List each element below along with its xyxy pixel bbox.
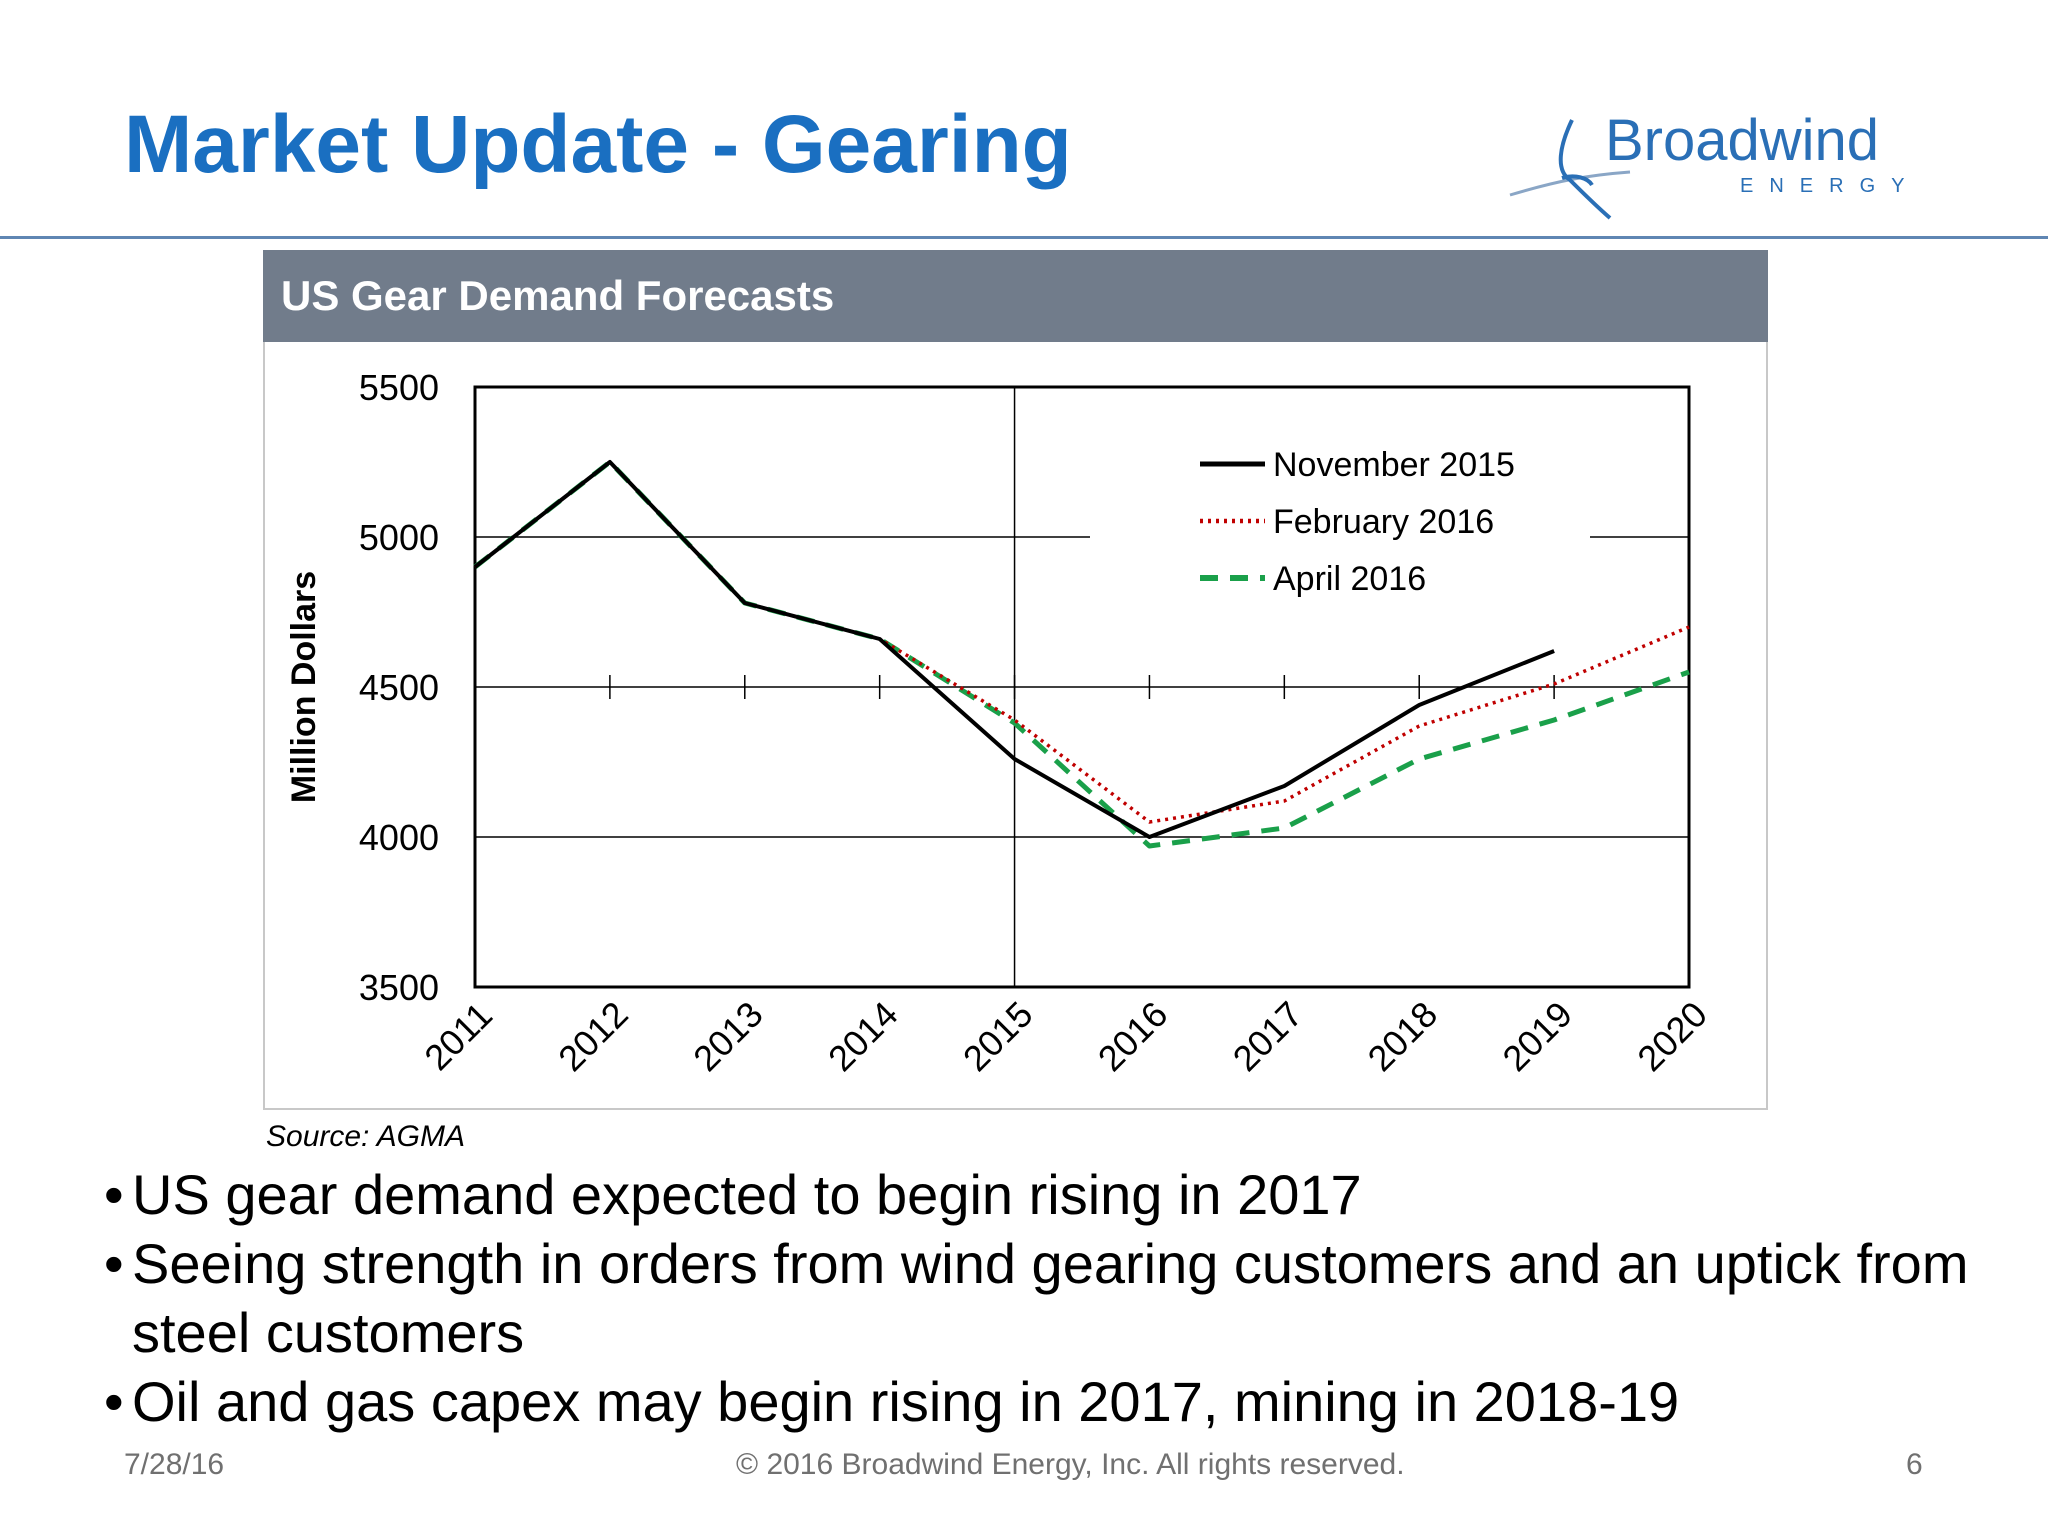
- legend-label: November 2015: [1273, 446, 1515, 484]
- x-tick-label: 2012: [550, 993, 636, 1079]
- bullet-item: • Seeing strength in orders from wind ge…: [104, 1229, 2004, 1367]
- bullet-dot-icon: •: [104, 1370, 124, 1433]
- x-tick-label: 2015: [955, 993, 1041, 1079]
- bullet-text: US gear demand expected to begin rising …: [132, 1163, 1362, 1226]
- source-note: Source: AGMA: [266, 1120, 465, 1153]
- x-tick-label: 2019: [1494, 993, 1580, 1079]
- footer-date: 7/28/16: [124, 1448, 225, 1481]
- y-tick-label: 5500: [359, 367, 439, 408]
- x-tick-label: 2017: [1225, 993, 1311, 1079]
- legend-label: April 2016: [1273, 560, 1426, 598]
- y-tick-label: 3500: [359, 967, 439, 1008]
- bullet-item: • Oil and gas capex may begin rising in …: [104, 1367, 2004, 1436]
- y-tick-label: 5000: [359, 517, 439, 558]
- bullet-text: Seeing strength in orders from wind gear…: [132, 1232, 1969, 1364]
- chart-panel: [263, 250, 1768, 1110]
- broadwind-logo: Broadwind ENERGY: [1509, 108, 1920, 220]
- series-line-april-2016: [473, 459, 1690, 849]
- bullet-text: Oil and gas capex may begin rising in 20…: [132, 1370, 1680, 1433]
- x-tick-label: 2013: [685, 993, 771, 1079]
- chart-panel-title: US Gear Demand Forecasts: [281, 272, 835, 319]
- x-tick-label: 2018: [1360, 993, 1446, 1079]
- footer-copyright: © 2016 Broadwind Energy, Inc. All rights…: [736, 1448, 1405, 1481]
- bullet-item: • US gear demand expected to begin risin…: [104, 1160, 2004, 1229]
- legend-label: February 2016: [1273, 503, 1494, 541]
- series-line-november-2015: [473, 460, 1555, 839]
- x-tick-label: 2014: [820, 993, 906, 1079]
- logo-tagline: ENERGY: [1740, 175, 1920, 197]
- logo-name: Broadwind: [1605, 108, 1879, 173]
- bullet-dot-icon: •: [104, 1232, 124, 1295]
- header-rule: [0, 236, 2048, 239]
- page-title: Market Update - Gearing: [124, 99, 1072, 190]
- legend-box: [1090, 402, 1590, 582]
- bullet-list: • US gear demand expected to begin risin…: [104, 1160, 2004, 1436]
- chart-panel-header: US Gear Demand Forecasts: [263, 250, 1768, 342]
- logo-swoosh-icon: [1509, 170, 1631, 197]
- series-line-february-2016: [473, 460, 1690, 824]
- bullet-dot-icon: •: [104, 1163, 124, 1226]
- x-tick-label: 2020: [1629, 993, 1715, 1079]
- logo-turbine-icon: [1558, 119, 1612, 220]
- footer-page-number: 6: [1906, 1448, 1923, 1481]
- y-tick-label: 4000: [359, 817, 439, 858]
- y-axis-label: Million Dollars: [285, 571, 323, 803]
- y-tick-label: 4500: [359, 667, 439, 708]
- x-tick-label: 2016: [1090, 993, 1176, 1079]
